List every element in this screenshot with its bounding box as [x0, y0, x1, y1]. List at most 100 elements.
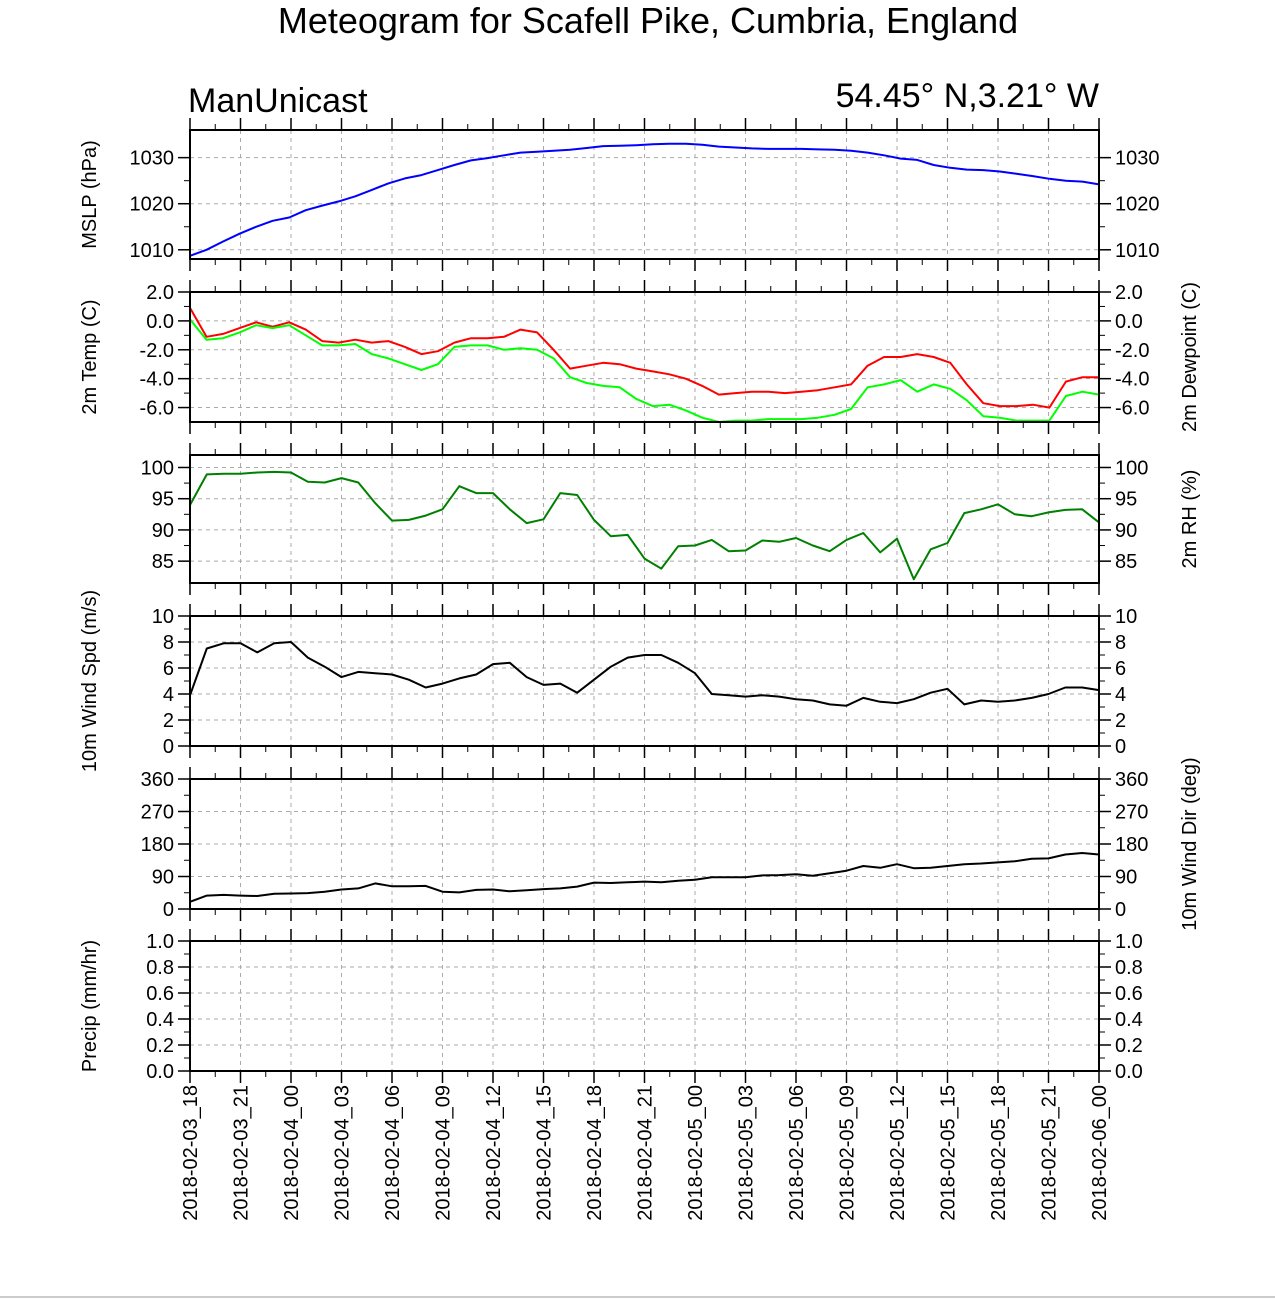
y-tick-label-left: 1030: [130, 148, 175, 170]
y-tick-label-left: -6.0: [140, 398, 174, 420]
series-line-temp-0: [189, 307, 1099, 409]
y-tick-label-right: 1.0: [1115, 931, 1143, 953]
y-axis-title-left: 2m Temp (C): [79, 299, 101, 414]
y-tick-label-right: 90: [1115, 520, 1137, 542]
y-tick-label-right: 2.0: [1115, 282, 1143, 304]
y-tick-label-left: 0.0: [146, 1061, 174, 1083]
location-label: 54.45° N,3.21° W: [836, 77, 1099, 115]
y-tick-label-left: 6: [163, 658, 174, 680]
y-tick-label-right: -4.0: [1115, 369, 1149, 391]
y-tick-label-right: 180: [1115, 834, 1148, 856]
y-tick-label-left: 0.8: [146, 957, 174, 979]
panel-frame-temp: [189, 291, 1100, 423]
y-tick-label-right: 100: [1115, 457, 1148, 479]
x-tick-label: 2018-02-05_03: [736, 1085, 758, 1221]
x-tick-label: 2018-02-04_21: [635, 1085, 657, 1221]
y-tick-label-left: 180: [141, 834, 174, 856]
model-label: ManUnicast: [188, 82, 368, 120]
y-tick-label-left: 0.4: [146, 1009, 174, 1031]
panel-frame-rh: [189, 454, 1100, 584]
y-tick-label-right: 0.8: [1115, 957, 1143, 979]
panel-frame-wdir: [189, 778, 1100, 910]
y-axis-title-right: 2m RH (%): [1179, 470, 1201, 569]
y-tick-label-right: 0.6: [1115, 983, 1143, 1005]
y-tick-label-left: 0.6: [146, 983, 174, 1005]
y-tick-label-right: 6: [1115, 658, 1126, 680]
series-line-wdir-0: [189, 852, 1100, 903]
y-tick-label-left: 0.2: [146, 1035, 174, 1057]
chart-title: Meteogram for Scafell Pike, Cumbria, Eng…: [278, 0, 1018, 41]
x-tick-label: 2018-02-03_18: [180, 1085, 202, 1221]
y-tick-label-left: 90: [152, 867, 174, 889]
y-tick-label-left: 0: [163, 899, 174, 921]
y-tick-label-right: 0: [1115, 736, 1126, 758]
y-tick-label-left: 8: [163, 632, 174, 654]
x-tick-label: 2018-02-05_09: [837, 1085, 859, 1221]
y-tick-label-left: -4.0: [140, 369, 174, 391]
y-tick-label-left: 10: [152, 606, 174, 628]
y-tick-label-right: 2: [1115, 710, 1126, 732]
y-tick-label-left: 1.0: [146, 931, 174, 953]
y-tick-label-left: 90: [152, 520, 174, 542]
y-axis-title-left: Precip (mm/hr): [79, 940, 101, 1072]
y-tick-label-left: 1010: [130, 240, 175, 262]
y-tick-label-left: 100: [141, 457, 174, 479]
y-tick-label-left: -2.0: [140, 340, 174, 362]
y-tick-label-right: 8: [1115, 632, 1126, 654]
y-tick-label-right: 0.2: [1115, 1035, 1143, 1057]
x-tick-label: 2018-02-05_18: [988, 1085, 1010, 1221]
y-tick-label-right: 270: [1115, 802, 1148, 824]
panel-frame-wspd: [189, 615, 1100, 747]
y-tick-label-right: -2.0: [1115, 340, 1149, 362]
y-tick-label-left: 4: [163, 684, 174, 706]
y-axis-title-right: 10m Wind Dir (deg): [1179, 757, 1201, 930]
x-tick-label: 2018-02-04_12: [483, 1085, 505, 1221]
y-tick-label-right: 0: [1115, 899, 1126, 921]
y-tick-label-right: 4: [1115, 684, 1126, 706]
x-tick-label: 2018-02-04_15: [534, 1085, 556, 1221]
x-tick-label: 2018-02-05_06: [786, 1085, 808, 1221]
y-tick-label-right: 90: [1115, 867, 1137, 889]
x-tick-label: 2018-02-04_09: [433, 1085, 455, 1221]
y-tick-label-left: 360: [141, 769, 174, 791]
x-tick-label: 2018-02-05_00: [685, 1085, 707, 1221]
y-tick-label-right: 0.4: [1115, 1009, 1143, 1031]
y-tick-label-right: -6.0: [1115, 398, 1149, 420]
y-axis-title-right: 2m Dewpoint (C): [1179, 282, 1201, 432]
y-tick-label-left: 0.0: [146, 311, 174, 333]
y-tick-label-left: 2: [163, 710, 174, 732]
y-tick-label-left: 1020: [130, 194, 175, 216]
y-tick-label-right: 0.0: [1115, 311, 1143, 333]
x-tick-label: 2018-02-06_00: [1089, 1085, 1111, 1221]
y-axis-title-left: MSLP (hPa): [79, 140, 101, 249]
x-tick-label: 2018-02-05_12: [887, 1085, 909, 1221]
x-tick-label: 2018-02-05_21: [1039, 1085, 1061, 1221]
y-tick-label-left: 95: [152, 489, 174, 511]
y-tick-label-right: 1020: [1115, 194, 1160, 216]
x-tick-label: 2018-02-04_00: [281, 1085, 303, 1221]
y-tick-label-left: 2.0: [146, 282, 174, 304]
x-tick-label: 2018-02-04_18: [584, 1085, 606, 1221]
series-line-wspd-0: [189, 641, 1100, 707]
x-tick-label: 2018-02-03_21: [231, 1085, 253, 1221]
y-tick-label-right: 10: [1115, 606, 1137, 628]
series-line-temp-1: [189, 318, 1100, 423]
y-tick-label-left: 85: [152, 551, 174, 573]
y-tick-label-right: 85: [1115, 551, 1137, 573]
y-tick-label-right: 95: [1115, 489, 1137, 511]
x-tick-label: 2018-02-04_06: [382, 1085, 404, 1221]
y-tick-label-left: 270: [141, 802, 174, 824]
series-line-rh-0: [189, 470, 1100, 581]
series-line-mslp-0: [189, 142, 1100, 257]
y-axis-title-left: 10m Wind Spd (m/s): [79, 590, 101, 772]
y-tick-label-right: 1030: [1115, 148, 1160, 170]
y-tick-label-right: 0.0: [1115, 1061, 1143, 1083]
panel-frame-precip: [189, 940, 1100, 1072]
x-tick-label: 2018-02-05_15: [938, 1085, 960, 1221]
x-tick-label: 2018-02-04_03: [332, 1085, 354, 1221]
panel-frame-mslp: [189, 129, 1100, 260]
y-tick-label-right: 360: [1115, 769, 1148, 791]
y-tick-label-left: 0: [163, 736, 174, 758]
